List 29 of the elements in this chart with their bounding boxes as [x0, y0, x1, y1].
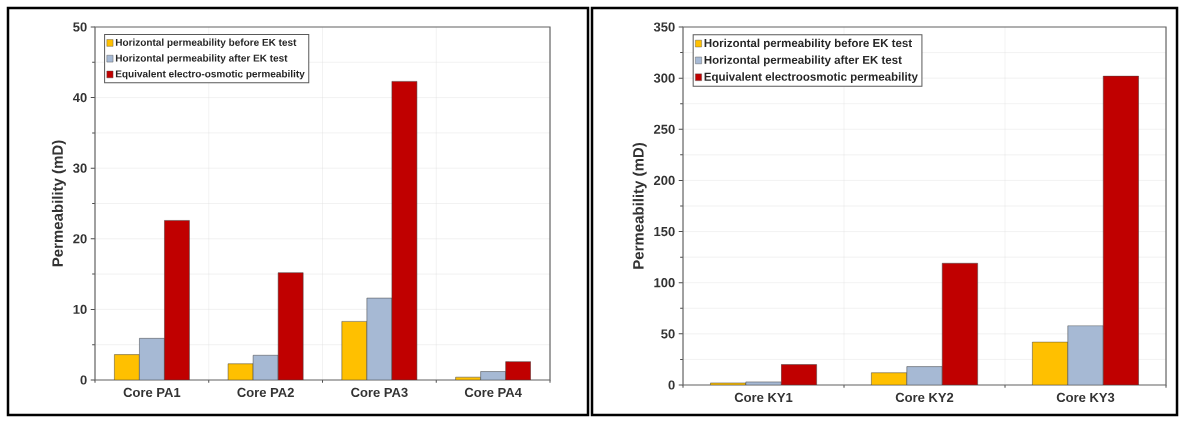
x-tick-label: Core KY2: [895, 392, 954, 402]
x-tick-label: Core PA2: [237, 387, 294, 397]
y-tick-label: 350: [653, 22, 675, 32]
x-tick-label: Core KY3: [1056, 392, 1115, 403]
x-tick-label: Core PA4: [464, 387, 522, 397]
y-tick-label: 50: [661, 329, 675, 339]
legend-label: Horizontal permeability before EK test: [115, 38, 297, 48]
x-tick-label: Core KY1: [734, 392, 793, 402]
y-tick-label: 100: [654, 278, 675, 288]
y-axis-title: Permeability (mD): [632, 143, 647, 269]
y-tick-label: 200: [653, 175, 675, 186]
y-tick-label: 0: [80, 375, 87, 385]
y-axis-title: Permeability (mD): [51, 140, 66, 267]
y-tick-label: 50: [73, 22, 87, 32]
x-tick-label: Core PA1: [123, 387, 181, 397]
x-tick-label: Core PA3: [351, 387, 408, 398]
y-tick-label: 10: [73, 304, 87, 314]
legend-label: Horizontal permeability after EK test: [115, 54, 288, 64]
y-tick-label: 20: [73, 234, 87, 244]
legend-label: Horizontal permeability after EK test: [704, 55, 902, 67]
y-tick-label: 30: [73, 163, 87, 173]
legend-label: Horizontal permeability before EK test: [704, 38, 912, 50]
y-tick-label: 40: [72, 92, 87, 103]
y-tick-label: 150: [654, 226, 675, 237]
legend-label: Equivalent electroosmotic permeability: [704, 72, 918, 84]
y-tick-label: 300: [653, 73, 675, 83]
y-tick-label: 250: [653, 124, 675, 134]
y-tick-label: 0: [668, 380, 675, 390]
legend-label: Equivalent electro-osmotic permeability: [115, 70, 305, 80]
